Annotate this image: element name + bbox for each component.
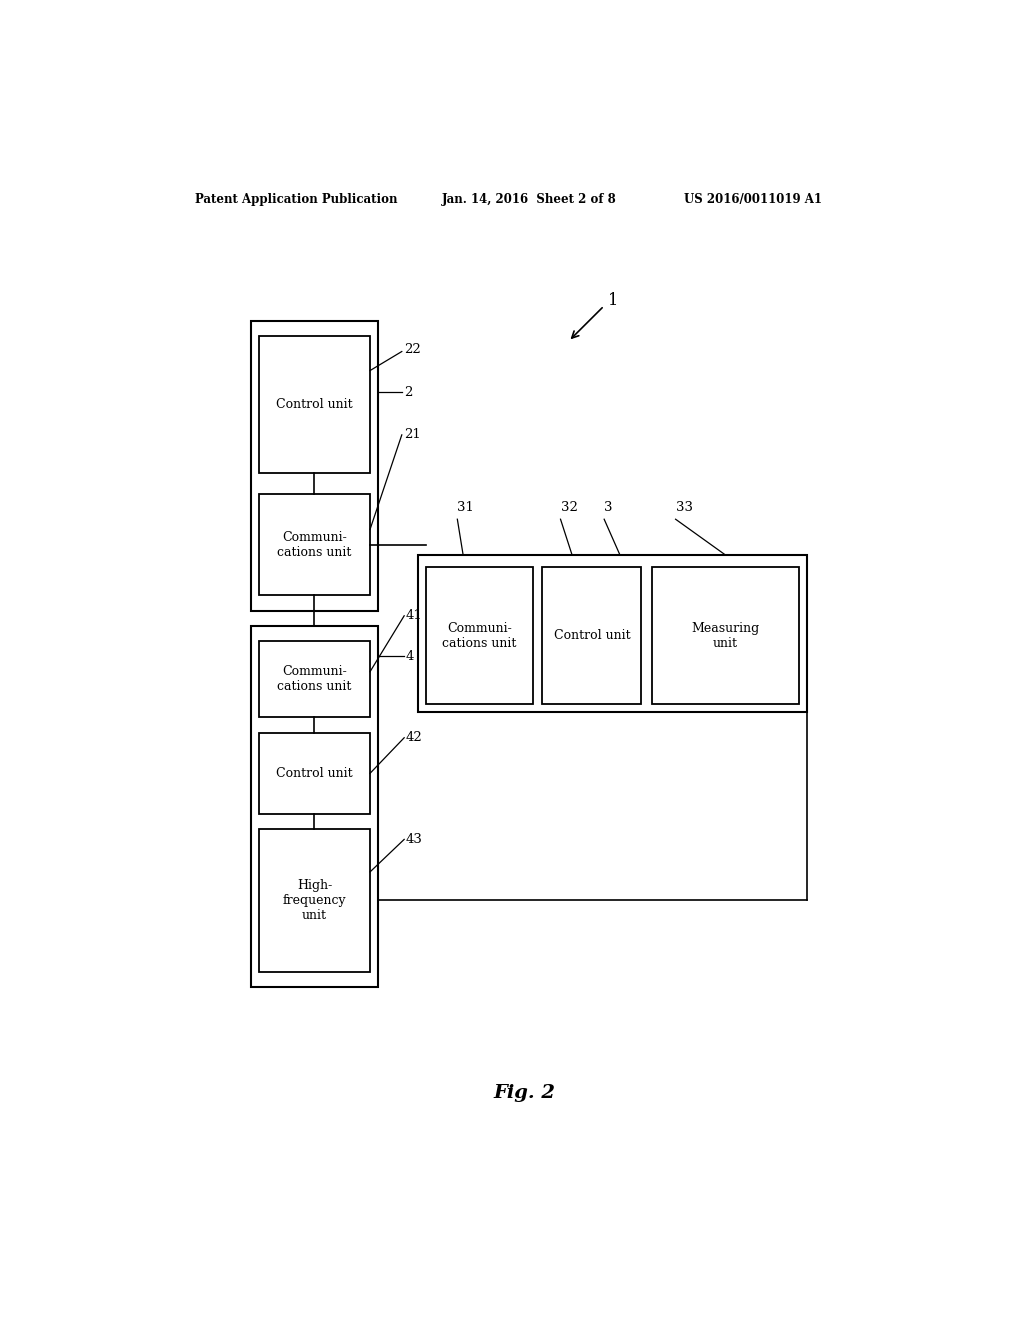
- Text: 22: 22: [404, 343, 421, 356]
- Text: 42: 42: [406, 731, 423, 744]
- Text: 41: 41: [406, 610, 423, 622]
- Bar: [259, 829, 370, 972]
- Text: 2: 2: [404, 385, 413, 399]
- Bar: [259, 494, 370, 595]
- Text: Communi-
cations unit: Communi- cations unit: [278, 665, 351, 693]
- Text: High-
frequency
unit: High- frequency unit: [283, 879, 346, 921]
- Text: Communi-
cations unit: Communi- cations unit: [442, 622, 516, 649]
- Bar: [652, 568, 799, 704]
- Text: 21: 21: [404, 429, 421, 441]
- Text: Measuring
unit: Measuring unit: [691, 622, 760, 649]
- Text: Control unit: Control unit: [276, 399, 353, 412]
- Bar: [251, 321, 378, 611]
- Text: 4: 4: [406, 649, 414, 663]
- Bar: [251, 626, 378, 987]
- Text: 32: 32: [560, 502, 578, 515]
- Text: US 2016/0011019 A1: US 2016/0011019 A1: [684, 193, 821, 206]
- Text: Fig. 2: Fig. 2: [494, 1085, 556, 1102]
- Text: 1: 1: [608, 292, 618, 309]
- Text: Control unit: Control unit: [554, 630, 630, 642]
- Bar: [426, 568, 532, 704]
- Text: Communi-
cations unit: Communi- cations unit: [278, 531, 351, 558]
- Text: 43: 43: [406, 833, 423, 846]
- Text: Control unit: Control unit: [276, 767, 353, 780]
- Bar: [418, 554, 807, 713]
- Bar: [259, 642, 370, 718]
- Text: 31: 31: [458, 502, 474, 515]
- Text: Patent Application Publication: Patent Application Publication: [196, 193, 398, 206]
- Text: 3: 3: [604, 502, 612, 515]
- Bar: [259, 337, 370, 474]
- Bar: [543, 568, 641, 704]
- Text: 33: 33: [676, 502, 692, 515]
- Bar: [259, 733, 370, 814]
- Text: Jan. 14, 2016  Sheet 2 of 8: Jan. 14, 2016 Sheet 2 of 8: [441, 193, 616, 206]
